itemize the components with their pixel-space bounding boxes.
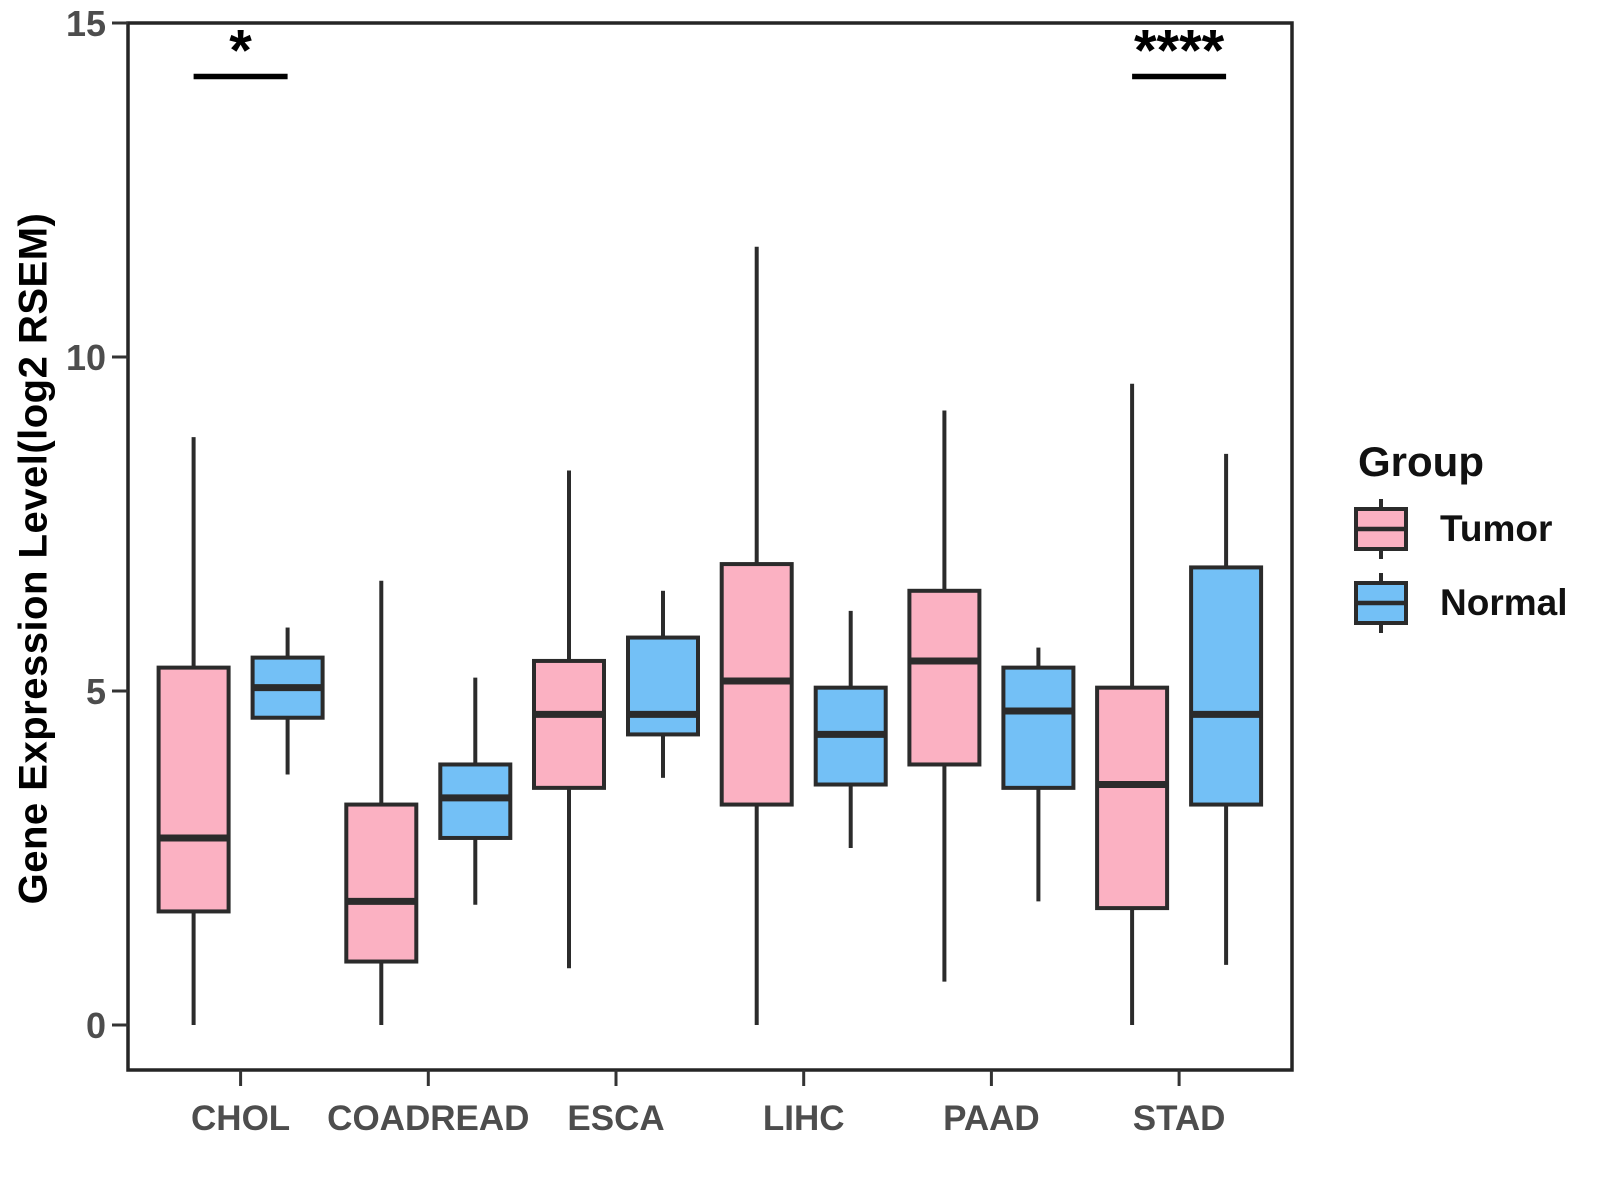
x-tick-label-STAD: STAD [1133, 1099, 1226, 1138]
box-Tumor-COADREAD [344, 802, 419, 964]
panel-border [126, 21, 1294, 1072]
y-tick-label: 5 [86, 671, 106, 712]
box-Normal-PAAD [1001, 665, 1076, 790]
legend-label-normal: Normal [1440, 582, 1568, 623]
x-tick-label-LIHC: LIHC [763, 1099, 845, 1138]
legend: Group Tumor Normal [1352, 438, 1592, 634]
x-tick-label-COADREAD: COADREAD [327, 1099, 529, 1138]
box-Tumor-CHOL [156, 665, 231, 914]
legend-item-normal: Normal [1352, 572, 1592, 634]
y-tick-label: 10 [66, 337, 106, 378]
legend-item-tumor: Tumor [1352, 498, 1592, 560]
significance-label-CHOL: * [229, 18, 252, 83]
y-tick-label: 0 [86, 1005, 106, 1046]
boxplot-glyph-icon [1354, 499, 1408, 559]
box-Normal-STAD [1189, 565, 1264, 807]
significance-label-STAD: **** [1134, 18, 1225, 83]
legend-title: Group [1358, 438, 1484, 485]
box-Tumor-ESCA [532, 658, 606, 790]
x-tick-label-ESCA: ESCA [567, 1099, 664, 1138]
box-Tumor-STAD [1095, 685, 1170, 911]
x-tick-label-CHOL: CHOL [191, 1099, 290, 1138]
box-Normal-ESCA [626, 635, 700, 737]
x-tick-label-PAAD: PAAD [943, 1099, 1040, 1138]
boxplot-glyph-icon [1354, 573, 1408, 633]
legend-label-tumor: Tumor [1440, 508, 1553, 549]
box-Tumor-PAAD [907, 588, 982, 767]
y-tick-label: 15 [66, 3, 106, 44]
